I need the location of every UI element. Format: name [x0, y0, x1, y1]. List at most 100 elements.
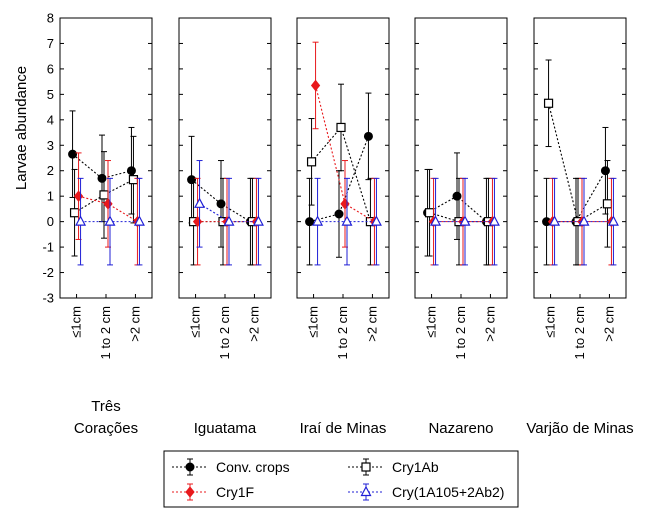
data-point: [341, 215, 353, 226]
series-line: [309, 136, 369, 223]
panel: ≤1cm 1 to 2 cm >2 cm Varjão de Minas: [526, 17, 634, 437]
legend-marker: [185, 486, 195, 498]
data-point: [133, 215, 145, 226]
x-tick-label: >2 cm: [364, 306, 379, 342]
x-tick-label: 1 to 2 cm: [453, 306, 468, 359]
y-axis-label: Larvae abundance: [13, 66, 30, 190]
legend-entry: Cry1F: [172, 483, 254, 501]
data-point: [340, 198, 350, 210]
panels: -3 -2 -1 0 1 2 3 4 5 6 7 8 ≤1cm 1 to 2 cm >2 cm Três Cor…: [42, 11, 633, 438]
data-point: [103, 198, 113, 210]
panel: ≤1cm 1 to 2 cm >2 cm Três Corações: [59, 17, 153, 437]
data-point: [370, 215, 382, 226]
data-point: [549, 215, 561, 226]
site-label: Corações: [74, 420, 138, 437]
series-group: [194, 160, 264, 266]
data-point: [310, 79, 321, 92]
site-label: Iraí de Minas: [300, 420, 387, 437]
series-group: [430, 177, 500, 266]
series-group: [68, 110, 136, 223]
legend-entry: Conv. crops: [172, 458, 290, 476]
x-tick-label: 1 to 2 cm: [217, 306, 232, 359]
y-tick-label: -2: [42, 265, 54, 280]
legend-marker: [185, 462, 195, 472]
data-point: [578, 215, 590, 226]
y-tick-label: -1: [42, 240, 54, 255]
data-point: [216, 199, 226, 209]
legend-entry: Cry(1A105+2Ab2): [348, 483, 504, 501]
x-tick-label: 1 to 2 cm: [572, 306, 587, 359]
series-line: [74, 179, 134, 214]
data-point: [223, 215, 235, 226]
legend-entry: Cry1Ab: [348, 458, 439, 476]
data-point: [68, 149, 78, 159]
series-line: [72, 153, 132, 179]
data-point: [452, 191, 462, 201]
series-group: [549, 177, 619, 266]
series-line: [78, 195, 138, 223]
y-tick-label: 6: [47, 61, 54, 76]
legend: Conv. crops Cry1Ab Cry1F Cry(1A105+2Ab2): [163, 450, 519, 508]
panel-frame: [178, 17, 272, 299]
data-point: [336, 122, 346, 133]
x-tick-label: 1 to 2 cm: [335, 306, 350, 359]
data-point: [252, 215, 264, 226]
data-point: [543, 98, 554, 108]
data-point: [459, 215, 471, 226]
legend-box: [163, 450, 519, 508]
x-tick-label: 1 to 2 cm: [98, 306, 113, 359]
panel: ≤1cm 1 to 2 cm >2 cm Iraí de Minas: [296, 17, 390, 437]
x-tick-label: ≤1cm: [543, 306, 558, 338]
y-tick-label: 7: [47, 36, 54, 51]
x-tick-label: ≤1cm: [69, 306, 84, 338]
series-group: [305, 92, 373, 266]
legend-marker: [361, 462, 371, 472]
legend-marker: [360, 485, 372, 497]
data-point: [306, 157, 317, 167]
data-point: [126, 166, 136, 176]
data-point: [607, 215, 619, 226]
data-point: [187, 175, 197, 185]
data-point: [104, 215, 116, 226]
panel: ≤1cm 1 to 2 cm >2 cm Iguatama: [178, 17, 272, 437]
data-point: [334, 209, 344, 219]
data-point: [194, 197, 206, 208]
y-tick-label: 4: [47, 112, 54, 127]
x-tick-label: ≤1cm: [424, 306, 439, 338]
legend-label: Cry1Ab: [392, 459, 439, 475]
data-point: [75, 215, 87, 226]
data-point: [488, 215, 500, 226]
data-point: [73, 190, 84, 202]
series-group: [75, 177, 145, 266]
data-point: [305, 217, 315, 227]
data-point: [363, 131, 373, 141]
y-tick-label: 1: [47, 189, 54, 204]
x-tick-label: >2 cm: [246, 306, 261, 342]
data-point: [97, 173, 107, 183]
panel: ≤1cm 1 to 2 cm >2 cm Nazareno: [414, 17, 508, 437]
x-tick-label: >2 cm: [601, 306, 616, 342]
y-tick-label: 3: [47, 138, 54, 153]
legend-label: Cry1F: [216, 484, 254, 500]
y-tick-label: 8: [47, 11, 54, 26]
y-tick-label: 2: [47, 163, 54, 178]
x-tick-label: >2 cm: [127, 306, 142, 342]
data-point: [600, 166, 610, 176]
data-point: [430, 215, 442, 226]
y-tick-label: -3: [42, 291, 54, 306]
series-line: [191, 179, 251, 223]
data-point: [424, 208, 435, 218]
legend-label: Conv. crops: [216, 459, 290, 475]
data-point: [312, 215, 324, 226]
legend-label: Cry(1A105+2Ab2): [392, 484, 504, 500]
y-tick-label: 5: [47, 87, 54, 102]
site-label: Iguatama: [194, 420, 257, 437]
data-point: [69, 208, 80, 218]
x-tick-label: ≤1cm: [306, 306, 321, 338]
data-point: [128, 175, 139, 185]
data-point: [602, 199, 613, 209]
series-group: [312, 177, 382, 266]
site-label: Varjão de Minas: [526, 420, 633, 437]
y-tick-label: 0: [47, 214, 54, 229]
